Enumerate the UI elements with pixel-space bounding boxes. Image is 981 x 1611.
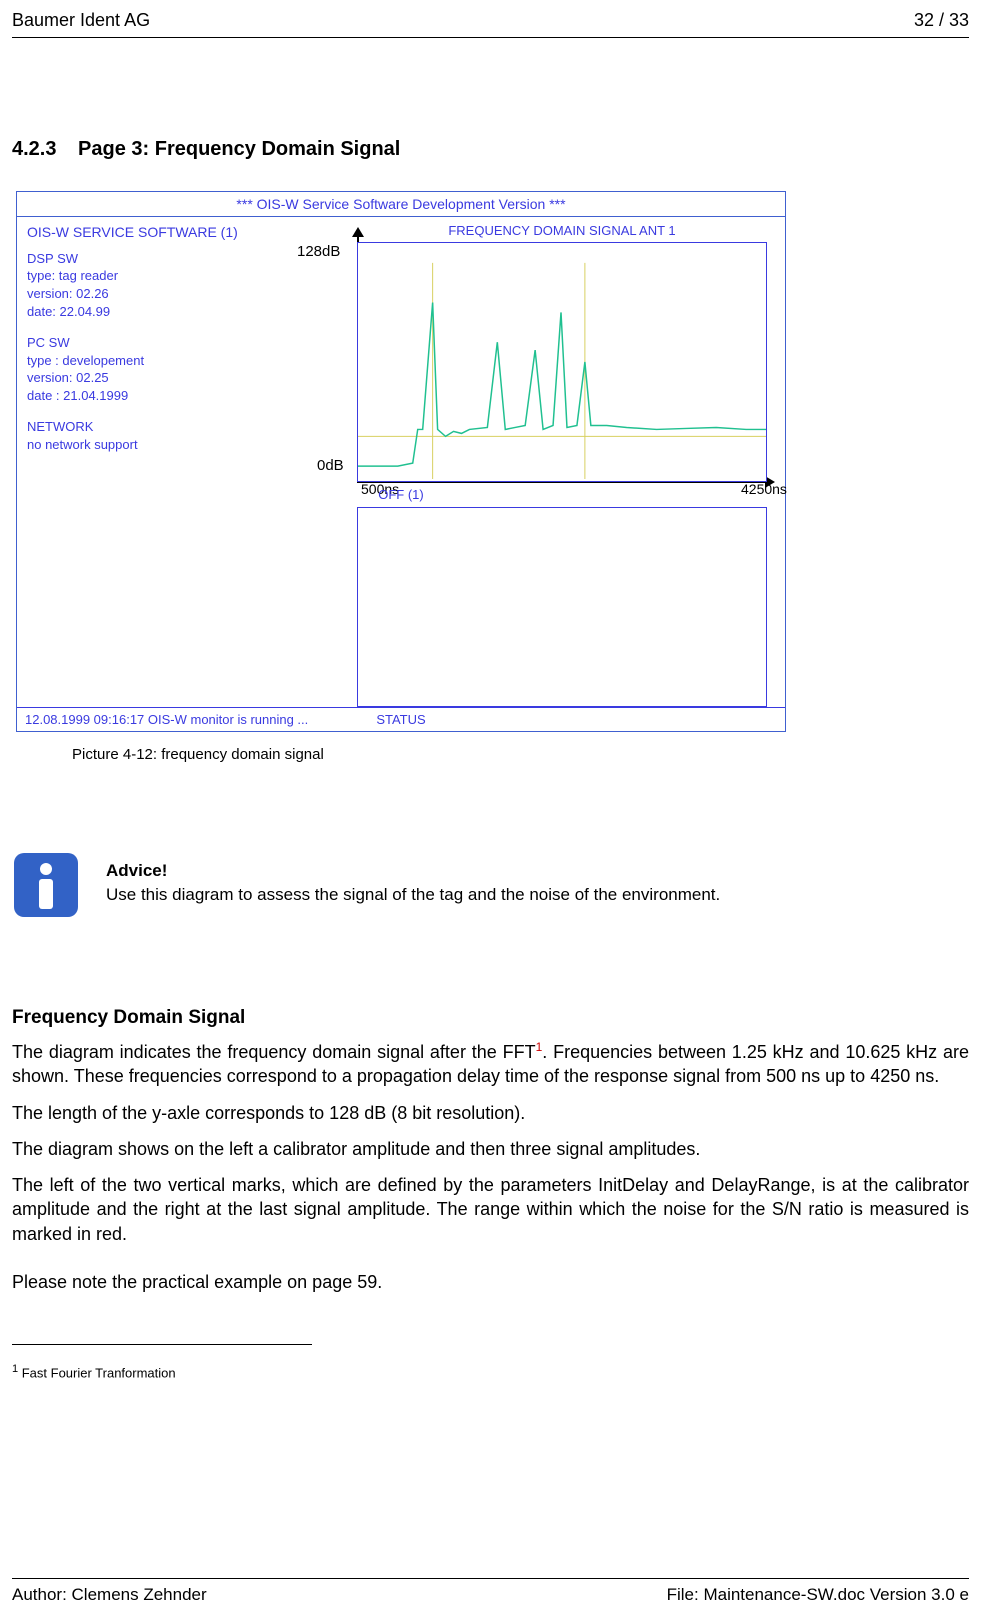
advice-block: Advice! Use this diagram to assess the s…: [14, 853, 969, 917]
chart-title: FREQUENCY DOMAIN SIGNAL ANT 1: [357, 223, 767, 238]
status-text: 12.08.1999 09:16:17 OIS-W monitor is run…: [25, 712, 308, 727]
pc-block: PC SW type : developement version: 02.25…: [27, 334, 287, 404]
page-footer: Author: Clemens Zehnder File: Maintenanc…: [12, 1585, 969, 1605]
footer-file: File: Maintenance-SW.doc Version 3.0 e: [667, 1585, 969, 1605]
y-axis-top-label: 128dB: [297, 243, 340, 260]
info-icon: [14, 853, 78, 917]
lower-chart-box: [357, 507, 767, 707]
company-name: Baumer Ident AG: [12, 10, 150, 31]
app-body: OIS-W SERVICE SOFTWARE (1) DSP SW type: …: [17, 217, 785, 707]
figure-caption: Picture 4-12: frequency domain signal: [72, 746, 969, 763]
section-heading: 4.2.3 Page 3: Frequency Domain Signal: [12, 138, 969, 161]
info-icon-dot: [40, 863, 52, 875]
paragraph-1: The diagram indicates the frequency doma…: [12, 1039, 969, 1089]
net-line: no network support: [27, 436, 287, 454]
info-icon-bar: [39, 879, 53, 909]
chart-box: [357, 242, 767, 482]
app-window: *** OIS-W Service Software Development V…: [16, 191, 786, 732]
advice-text: Advice! Use this diagram to assess the s…: [106, 853, 720, 907]
dsp-version: version: 02.26: [27, 285, 287, 303]
paragraph-5: Please note the practical example on pag…: [12, 1270, 969, 1294]
off-label: OFF (1): [378, 487, 424, 502]
p1-a: The diagram indicates the frequency doma…: [12, 1042, 536, 1062]
section-number: 4.2.3: [12, 138, 56, 161]
footnote-text: Fast Fourier Tranformation: [18, 1366, 176, 1381]
footer-rule: [12, 1578, 969, 1579]
status-bar: 12.08.1999 09:16:17 OIS-W monitor is run…: [17, 707, 785, 731]
net-block: NETWORK no network support: [27, 418, 287, 453]
section-title: Page 3: Frequency Domain Signal: [78, 138, 400, 160]
dsp-type: type: tag reader: [27, 267, 287, 285]
paragraph-4: The left of the two vertical marks, whic…: [12, 1173, 969, 1246]
page-content: 4.2.3 Page 3: Frequency Domain Signal **…: [12, 38, 969, 1381]
signal-chart: [358, 243, 766, 481]
footer-author: Author: Clemens Zehnder: [12, 1585, 207, 1605]
pc-type: type : developement: [27, 352, 287, 370]
footnote-rule: [12, 1344, 312, 1345]
pc-head: PC SW: [27, 334, 287, 352]
page-header: Baumer Ident AG 32 / 33: [12, 10, 969, 35]
dsp-block: DSP SW type: tag reader version: 02.26 d…: [27, 250, 287, 320]
subsection-heading: Frequency Domain Signal: [12, 1007, 969, 1029]
paragraph-3: The diagram shows on the left a calibrat…: [12, 1137, 969, 1161]
advice-body: Use this diagram to assess the signal of…: [106, 883, 720, 907]
info-panel: OIS-W SERVICE SOFTWARE (1) DSP SW type: …: [27, 223, 287, 467]
dsp-head: DSP SW: [27, 250, 287, 268]
dsp-date: date: 22.04.99: [27, 303, 287, 321]
footnote: 1 Fast Fourier Tranformation: [12, 1363, 969, 1380]
pc-date: date : 21.04.1999: [27, 387, 287, 405]
net-head: NETWORK: [27, 418, 287, 436]
app-title: *** OIS-W Service Software Development V…: [17, 192, 785, 217]
pc-version: version: 02.25: [27, 369, 287, 387]
advice-label: Advice!: [106, 859, 720, 883]
page-number: 32 / 33: [914, 10, 969, 31]
chart-area: FREQUENCY DOMAIN SIGNAL ANT 1: [357, 223, 767, 483]
y-axis-bottom-label: 0dB: [317, 457, 344, 474]
status-label: STATUS: [376, 712, 425, 727]
paragraph-2: The length of the y-axle corresponds to …: [12, 1101, 969, 1125]
panel-title: OIS-W SERVICE SOFTWARE (1): [27, 223, 287, 242]
